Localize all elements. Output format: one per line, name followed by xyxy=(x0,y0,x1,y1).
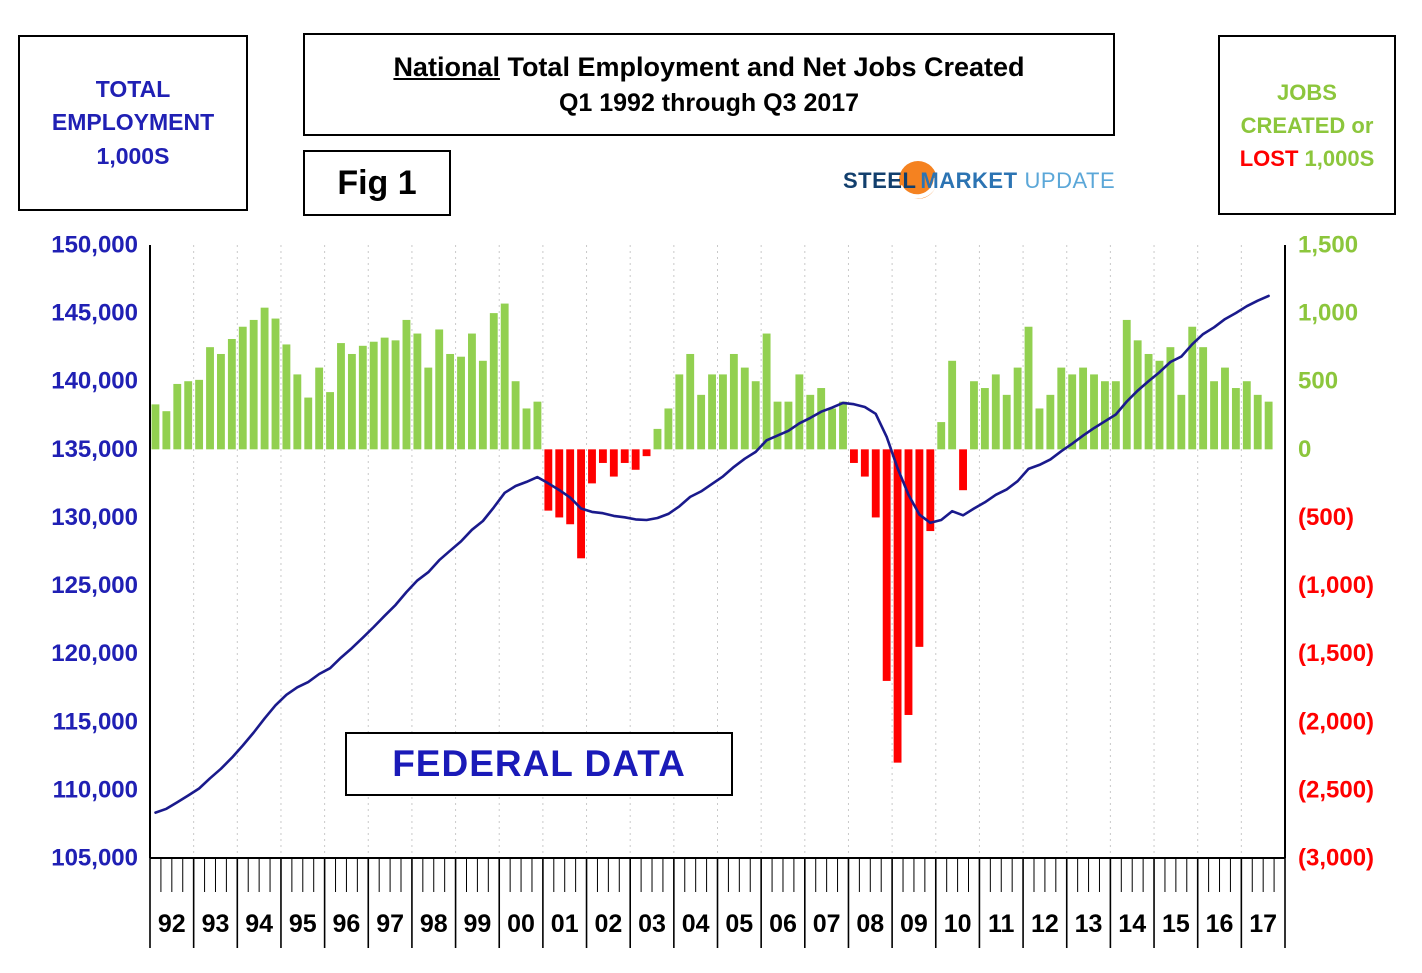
left-axis-legend-line3: 1,000S xyxy=(96,142,170,169)
svg-text:120,000: 120,000 xyxy=(51,640,138,667)
svg-text:00: 00 xyxy=(507,910,535,938)
svg-text:16: 16 xyxy=(1206,910,1234,938)
chart-subtitle: Q1 1992 through Q3 2017 xyxy=(558,88,860,117)
svg-text:500: 500 xyxy=(1298,368,1338,395)
chart-title-emphasis: National xyxy=(393,51,500,82)
svg-text:09: 09 xyxy=(900,910,928,938)
svg-text:145,000: 145,000 xyxy=(51,300,138,327)
left-axis-legend-line1: TOTAL xyxy=(95,75,171,102)
svg-text:115,000: 115,000 xyxy=(53,708,138,735)
svg-text:105,000: 105,000 xyxy=(51,845,138,872)
svg-text:14: 14 xyxy=(1118,910,1146,938)
logo-steel: STEEL xyxy=(843,168,917,193)
svg-text:125,000: 125,000 xyxy=(51,572,138,599)
federal-data-box: FEDERAL DATA xyxy=(345,732,733,796)
svg-text:96: 96 xyxy=(333,910,361,938)
smu-logo-text: STEEL MARKET UPDATE xyxy=(843,168,1115,193)
chart-title: National Total Employment and Net Jobs C… xyxy=(305,52,1113,83)
svg-text:1,500: 1,500 xyxy=(1298,232,1358,259)
svg-text:95: 95 xyxy=(289,910,317,938)
svg-text:(2,500): (2,500) xyxy=(1298,776,1374,803)
x-axis-ticks xyxy=(149,858,1286,948)
svg-text:03: 03 xyxy=(638,910,666,938)
svg-text:0: 0 xyxy=(1298,436,1311,463)
svg-text:02: 02 xyxy=(594,910,622,938)
svg-text:110,000: 110,000 xyxy=(53,776,138,803)
svg-text:98: 98 xyxy=(420,910,448,938)
svg-text:06: 06 xyxy=(769,910,797,938)
logo-update: UPDATE xyxy=(1024,168,1116,193)
svg-text:(1,500): (1,500) xyxy=(1298,640,1374,667)
svg-text:10: 10 xyxy=(944,910,972,938)
right-axis-tick-labels: 1,500 1,000 500 0 (500) (1,000) (1,500) (2,000)… xyxy=(1298,232,1374,872)
svg-text:93: 93 xyxy=(202,910,230,938)
logo-market: MARKET xyxy=(920,168,1018,193)
svg-text:13: 13 xyxy=(1075,910,1103,938)
right-axis-legend-line3: LOST 1,000S xyxy=(1220,142,1394,175)
svg-text:04: 04 xyxy=(682,910,710,938)
svg-text:(2,000): (2,000) xyxy=(1298,708,1374,735)
svg-text:17: 17 xyxy=(1249,910,1277,938)
left-axis-tick-labels: 150,000 145,000 140,000 135,000 130,000 125,0… xyxy=(51,232,138,872)
svg-text:99: 99 xyxy=(463,910,491,938)
fig-label: Fig 1 xyxy=(337,163,417,202)
chart-title-rest: Total Employment and Net Jobs Created xyxy=(499,51,1025,82)
left-axis-legend-line2: EMPLOYMENT xyxy=(51,109,215,136)
svg-text:15: 15 xyxy=(1162,910,1190,938)
svg-text:(500): (500) xyxy=(1298,504,1354,531)
svg-text:130,000: 130,000 xyxy=(51,504,138,531)
right-axis-legend-lost: LOST xyxy=(1239,145,1299,171)
svg-text:1,000: 1,000 xyxy=(1298,300,1358,327)
right-axis-legend-line2: CREATED or xyxy=(1240,112,1374,138)
svg-text:135,000: 135,000 xyxy=(51,436,138,463)
svg-text:(1,000): (1,000) xyxy=(1298,572,1374,599)
federal-data-label: FEDERAL DATA xyxy=(392,743,686,784)
svg-text:01: 01 xyxy=(551,910,579,938)
svg-text:(3,000): (3,000) xyxy=(1298,845,1374,872)
left-axis-legend-box: TOTAL EMPLOYMENT 1,000S xyxy=(18,35,248,211)
chart-title-box: National Total Employment and Net Jobs C… xyxy=(303,33,1115,136)
smu-logo: STEEL MARKET UPDATE xyxy=(843,160,1115,202)
svg-text:12: 12 xyxy=(1031,910,1059,938)
svg-text:07: 07 xyxy=(813,910,841,938)
svg-text:140,000: 140,000 xyxy=(51,368,138,395)
x-axis-year-labels: 92 93 94 95 96 97 98 99 00 01 02 03 04 05 06 07 08 09 10 11… xyxy=(158,910,1277,938)
net-jobs-bars xyxy=(151,303,1273,763)
svg-text:08: 08 xyxy=(856,910,884,938)
right-axis-legend-line1: JOBS xyxy=(1277,79,1337,105)
right-axis-legend-units: 1,000S xyxy=(1304,145,1375,171)
total-employment-line xyxy=(154,294,1270,814)
svg-text:11: 11 xyxy=(988,910,1015,938)
svg-text:92: 92 xyxy=(158,910,186,938)
svg-text:150,000: 150,000 xyxy=(51,232,138,259)
svg-text:97: 97 xyxy=(376,910,404,938)
svg-text:05: 05 xyxy=(725,910,753,938)
right-axis-legend-box: JOBS CREATED or LOST 1,000S xyxy=(1218,35,1396,215)
fig-label-box: Fig 1 xyxy=(303,150,451,216)
svg-text:94: 94 xyxy=(245,910,273,938)
logo-orb-icon xyxy=(897,161,939,199)
